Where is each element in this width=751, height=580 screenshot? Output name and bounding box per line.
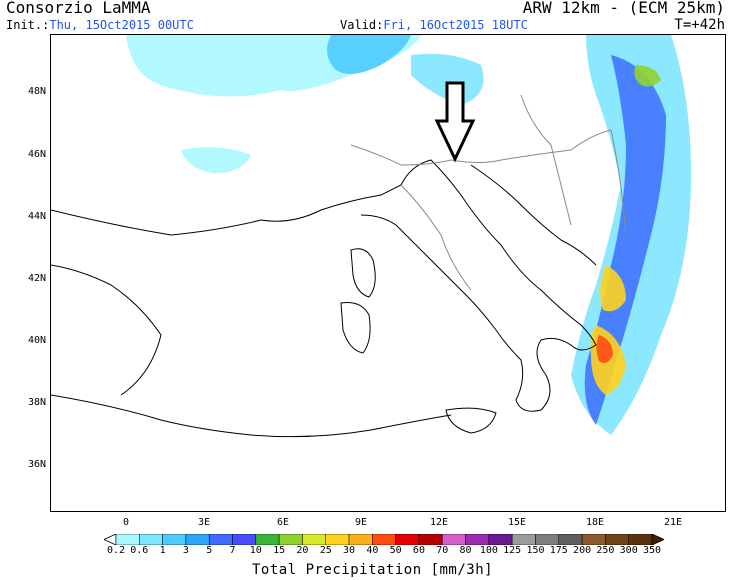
precipitation-map xyxy=(50,34,726,512)
precip-area-albania xyxy=(600,265,626,312)
colorbar-swatch xyxy=(628,534,653,545)
colorbar-value-label: 70 xyxy=(436,545,449,556)
colorbar-value-label: 175 xyxy=(549,545,568,556)
colorbar-swatch xyxy=(255,534,280,545)
colorbar-swatch xyxy=(208,534,233,545)
colorbar-swatch xyxy=(185,534,210,545)
colorbar-value-label: 40 xyxy=(366,545,379,556)
colorbar-value-label: 15 xyxy=(273,545,286,556)
colorbar-swatch xyxy=(488,534,513,545)
lat-label-38n: 38N xyxy=(28,397,47,408)
colorbar-swatch xyxy=(115,534,140,545)
colorbar-value-label: 50 xyxy=(389,545,402,556)
colorbar-swatch xyxy=(139,534,163,545)
lon-label-15e: 15E xyxy=(507,517,527,528)
colorbar-value-label: 250 xyxy=(596,545,615,556)
lon-label-6e: 6E xyxy=(276,517,290,528)
colorbar-over-triangle xyxy=(651,534,664,545)
colorbar-swatch xyxy=(348,534,373,545)
borders xyxy=(350,94,627,291)
colorbar-swatch xyxy=(581,534,606,545)
valid-label: Valid: xyxy=(340,18,384,32)
colorbar-value-label: 0.6 xyxy=(130,545,149,556)
lat-label-36n: 36N xyxy=(28,459,47,470)
lon-label-18e: 18E xyxy=(585,517,605,528)
colorbar-value-label: 300 xyxy=(619,545,638,556)
lat-label-40n: 40N xyxy=(28,335,47,346)
lat-label-46n: 46N xyxy=(28,149,47,160)
colorbar-value-label: 350 xyxy=(642,545,662,556)
forecast-step: T=+42h xyxy=(674,17,725,33)
colorbar-title: Total Precipitation [mm/3h] xyxy=(252,562,494,578)
colorbar-swatch xyxy=(605,534,629,545)
colorbar-swatch xyxy=(278,534,303,545)
init-time: Init.:Thu, 15Oct2015 00UTC xyxy=(6,19,194,31)
colorbar-value-label: 80 xyxy=(459,545,472,556)
lat-label-44n: 44N xyxy=(28,211,47,222)
colorbar-swatch xyxy=(465,534,490,545)
colorbar-swatch xyxy=(372,534,396,545)
coastlines xyxy=(50,159,597,438)
colorbar xyxy=(104,534,664,545)
colorbar-value-label: 10 xyxy=(249,545,262,556)
precip-area-westalps xyxy=(181,147,251,174)
lon-label-21e: 21E xyxy=(663,517,683,528)
colorbar-value-label: 150 xyxy=(526,545,545,556)
colorbar-value-label: 200 xyxy=(573,545,592,556)
org-title: Consorzio LaMMA xyxy=(6,0,151,17)
colorbar-swatch xyxy=(535,534,560,545)
lon-label-12e: 12E xyxy=(429,517,449,528)
map-canvas xyxy=(50,35,691,438)
colorbar-swatch xyxy=(511,534,536,545)
colorbar-value-label: 3 xyxy=(182,545,189,556)
precip-area-ionian-peak xyxy=(596,335,613,363)
model-title: ARW 12km - (ECM 25km) xyxy=(522,0,725,17)
colorbar-swatch xyxy=(442,534,466,545)
colorbar-value-label: 125 xyxy=(503,545,522,556)
lat-label-48n: 48N xyxy=(28,86,47,97)
colorbar-swatch xyxy=(418,534,443,545)
precip-area-alps-core xyxy=(327,35,411,74)
colorbar-value-label: 60 xyxy=(412,545,425,556)
colorbar-value-label: 20 xyxy=(296,545,309,556)
down-arrow-icon xyxy=(434,81,476,163)
colorbar-value-label: 30 xyxy=(343,545,356,556)
colorbar-swatch xyxy=(395,534,420,545)
colorbar-swatch xyxy=(162,534,187,545)
lon-label-0: 0 xyxy=(122,517,130,528)
colorbar-swatch xyxy=(325,534,350,545)
lon-label-9e: 9E xyxy=(354,517,368,528)
init-label: Init.: xyxy=(6,18,50,32)
precip-area-hungary xyxy=(634,65,661,87)
valid-value: Fri, 16Oct2015 18UTC xyxy=(383,18,528,32)
valid-time: Valid:Fri, 16Oct2015 18UTC xyxy=(340,19,528,31)
colorbar-value-label: 100 xyxy=(479,545,498,556)
colorbar-value-label: 1 xyxy=(159,545,166,556)
colorbar-under-triangle xyxy=(104,534,117,545)
colorbar-value-label: 7 xyxy=(229,545,236,556)
colorbar-swatch xyxy=(232,534,257,545)
lon-label-3e: 3E xyxy=(197,517,211,528)
colorbar-value-label: 5 xyxy=(206,545,213,556)
colorbar-swatch xyxy=(558,534,583,545)
precip-area-austria xyxy=(411,53,484,105)
colorbar-value-label: 0.2 xyxy=(106,545,126,556)
lat-label-42n: 42N xyxy=(28,273,47,284)
colorbar-swatch xyxy=(302,534,326,545)
colorbar-value-label: 25 xyxy=(319,545,332,556)
init-value: Thu, 15Oct2015 00UTC xyxy=(49,18,194,32)
